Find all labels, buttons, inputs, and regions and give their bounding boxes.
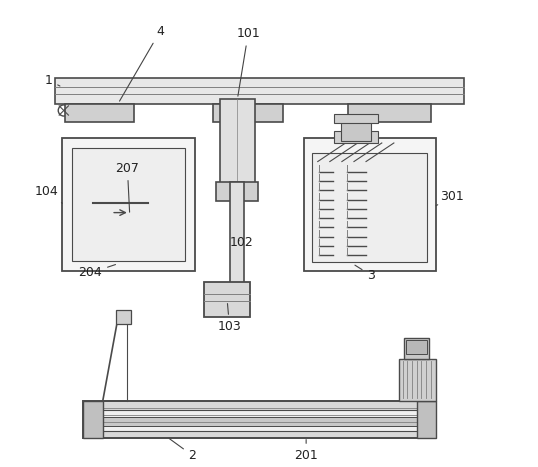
Text: 301: 301	[436, 190, 464, 205]
FancyBboxPatch shape	[213, 104, 283, 122]
Circle shape	[141, 195, 158, 212]
FancyBboxPatch shape	[204, 282, 250, 317]
Circle shape	[83, 195, 100, 212]
FancyBboxPatch shape	[348, 104, 431, 122]
FancyBboxPatch shape	[62, 138, 195, 271]
Circle shape	[88, 199, 95, 207]
FancyBboxPatch shape	[406, 340, 427, 354]
FancyBboxPatch shape	[220, 99, 255, 187]
FancyBboxPatch shape	[102, 417, 417, 426]
Text: 102: 102	[229, 236, 253, 249]
Text: 1: 1	[45, 74, 60, 87]
Text: 4: 4	[119, 25, 164, 101]
FancyBboxPatch shape	[65, 104, 134, 122]
FancyBboxPatch shape	[83, 401, 436, 438]
FancyBboxPatch shape	[55, 78, 464, 104]
FancyBboxPatch shape	[116, 310, 131, 324]
FancyBboxPatch shape	[83, 401, 103, 438]
FancyBboxPatch shape	[304, 138, 436, 271]
FancyBboxPatch shape	[312, 153, 427, 262]
FancyBboxPatch shape	[416, 401, 436, 438]
Text: 3: 3	[355, 265, 375, 282]
FancyBboxPatch shape	[334, 114, 378, 123]
FancyBboxPatch shape	[97, 410, 422, 431]
Text: 207: 207	[116, 162, 139, 212]
Text: 104: 104	[34, 185, 62, 203]
FancyBboxPatch shape	[334, 131, 378, 143]
Text: 201: 201	[294, 439, 318, 462]
FancyBboxPatch shape	[404, 338, 429, 359]
Text: 2: 2	[169, 439, 196, 462]
FancyBboxPatch shape	[72, 148, 186, 262]
Text: 204: 204	[79, 264, 116, 279]
Circle shape	[58, 105, 69, 116]
Text: 103: 103	[218, 304, 242, 333]
Circle shape	[145, 199, 153, 207]
FancyBboxPatch shape	[230, 183, 244, 298]
FancyBboxPatch shape	[399, 359, 436, 401]
Text: 101: 101	[236, 28, 260, 96]
FancyBboxPatch shape	[341, 122, 371, 141]
FancyBboxPatch shape	[216, 183, 258, 201]
